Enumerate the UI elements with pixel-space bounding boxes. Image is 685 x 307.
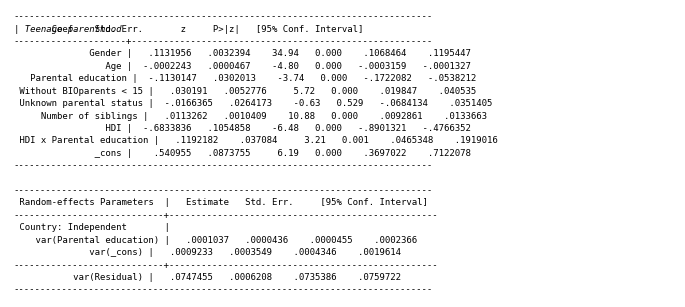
Text: ------------------------------------------------------------------------------: ----------------------------------------… <box>14 186 433 195</box>
Text: Unknown parental status |  -.0166365   .0264173    -0.63   0.529   -.0684134    : Unknown parental status | -.0166365 .026… <box>14 99 492 108</box>
Text: var(Residual) |   .0747455   .0006208    .0735386    .0759722: var(Residual) | .0747455 .0006208 .07353… <box>14 273 401 282</box>
Text: Parental education |  -.1130147   .0302013    -3.74   0.000   -.1722082   -.0538: Parental education | -.1130147 .0302013 … <box>14 74 476 83</box>
Text: Age |  -.0002243   .0000467    -4.80   0.000   -.0003159   -.0001327: Age | -.0002243 .0000467 -4.80 0.000 -.0… <box>14 62 471 71</box>
Text: ------------------------------------------------------------------------------: ----------------------------------------… <box>14 161 433 170</box>
Text: var(Parental education) |   .0001037   .0000436    .0000455    .0002366: var(Parental education) | .0001037 .0000… <box>14 236 417 245</box>
Text: Number of siblings |   .0113262   .0010409    10.88   0.000    .0092861    .0133: Number of siblings | .0113262 .0010409 1… <box>14 111 487 121</box>
Text: Country: Independent       |: Country: Independent | <box>14 223 170 232</box>
Text: ----------------------------+--------------------------------------------------: ----------------------------+-----------… <box>14 211 438 220</box>
Text: Random-effects Parameters  |   Estimate   Std. Err.     [95% Conf. Interval]: Random-effects Parameters | Estimate Std… <box>14 199 427 208</box>
Text: Gender |   .1131956   .0032394    34.94   0.000    .1068464    .1195447: Gender | .1131956 .0032394 34.94 0.000 .… <box>14 49 471 58</box>
Text: HDI |  -.6833836   .1054858    -6.48   0.000   -.8901321   -.4766352: HDI | -.6833836 .1054858 -6.48 0.000 -.8… <box>14 124 471 133</box>
Text: |      Coef.   Std. Err.       z     P>|z|   [95% Conf. Interval]: | Coef. Std. Err. z P>|z| [95% Conf. Int… <box>14 25 363 33</box>
Text: ------------------------------------------------------------------------------: ----------------------------------------… <box>14 286 433 294</box>
Text: ------------------------------------------------------------------------------: ----------------------------------------… <box>14 12 433 21</box>
Text: var(_cons) |   .0009233   .0003549    .0004346    .0019614: var(_cons) | .0009233 .0003549 .0004346 … <box>14 248 401 257</box>
Text: Teenage parenthood: Teenage parenthood <box>14 25 127 33</box>
Text: HDI x Parental education |   .1192182    .037084     3.21   0.001    .0465348   : HDI x Parental education | .1192182 .037… <box>14 136 497 145</box>
Text: ---------------------+--------------------------------------------------------: ---------------------+------------------… <box>14 37 433 46</box>
Text: Without BIOparents < 15 |   .030191   .0052776     5.72   0.000    .019847    .0: Without BIOparents < 15 | .030191 .00527… <box>14 87 476 96</box>
Text: ----------------------------+--------------------------------------------------: ----------------------------+-----------… <box>14 261 438 270</box>
Text: _cons |    .540955   .0873755     6.19   0.000    .3697022    .7122078: _cons | .540955 .0873755 6.19 0.000 .369… <box>14 149 471 158</box>
